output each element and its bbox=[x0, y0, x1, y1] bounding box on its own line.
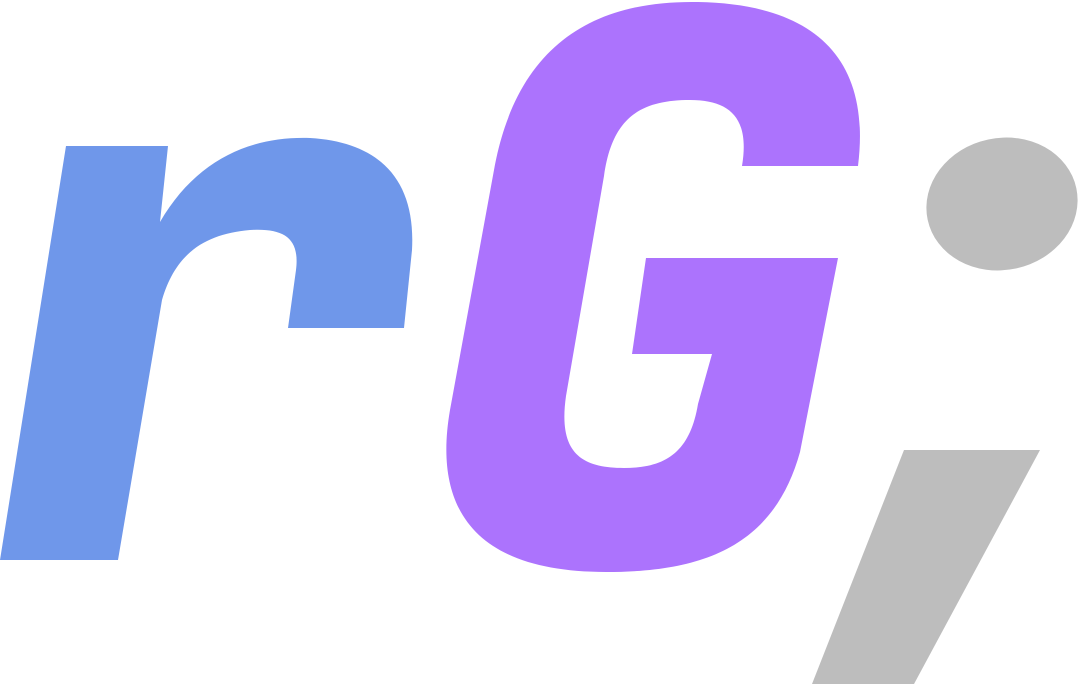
logo-letter-i bbox=[812, 137, 1078, 684]
logo-letter-r bbox=[0, 137, 413, 560]
logo-letter-g bbox=[446, 1, 860, 572]
